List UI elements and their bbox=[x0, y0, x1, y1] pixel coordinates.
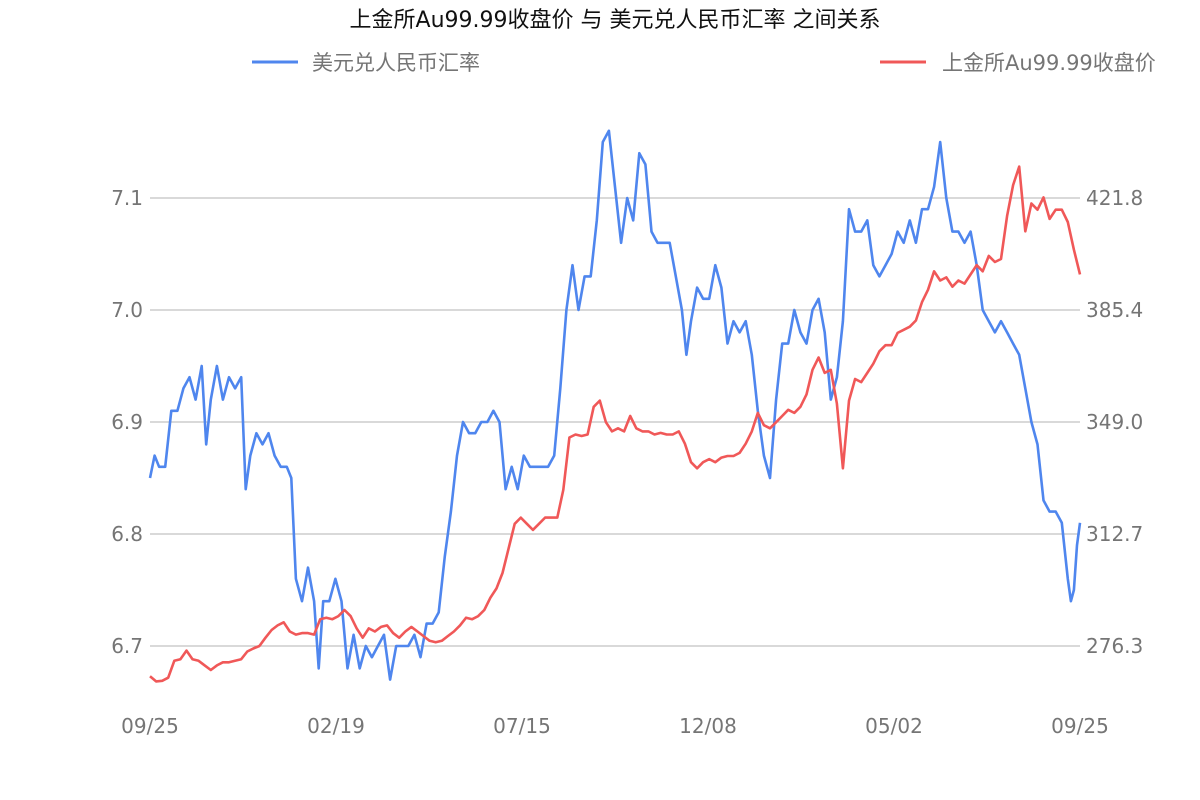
x-tick-label: 12/08 bbox=[679, 714, 737, 738]
legend-label-gold: 上金所Au99.99收盘价 bbox=[942, 51, 1156, 75]
series-layer bbox=[148, 129, 1082, 683]
series-line-usd-cny bbox=[148, 129, 1082, 681]
x-tick-label: 02/19 bbox=[307, 714, 365, 738]
y-left-tick-label: 7.1 bbox=[111, 186, 143, 210]
series-line-gold bbox=[149, 165, 1082, 683]
y-axis-left: 6.7 6.8 6.9 7.0 7.1 bbox=[111, 186, 143, 658]
grid-lines bbox=[150, 197, 1080, 647]
y-right-tick-label: 276.3 bbox=[1086, 634, 1143, 658]
y-left-tick-label: 7.0 bbox=[111, 298, 143, 322]
y-left-tick-label: 6.8 bbox=[111, 522, 143, 546]
y-axis-right: 276.3 312.7 349.0 385.4 421.8 bbox=[1086, 186, 1143, 658]
y-right-tick-label: 421.8 bbox=[1086, 186, 1143, 210]
y-left-tick-label: 6.7 bbox=[111, 634, 143, 658]
y-right-tick-label: 349.0 bbox=[1086, 410, 1143, 434]
y-right-tick-label: 312.7 bbox=[1086, 522, 1143, 546]
x-tick-label: 09/25 bbox=[121, 714, 179, 738]
y-left-tick-label: 6.9 bbox=[111, 410, 143, 434]
legend: 美元兑人民币汇率 上金所Au99.99收盘价 bbox=[252, 51, 1156, 75]
x-tick-label: 07/15 bbox=[493, 714, 551, 738]
y-right-tick-label: 385.4 bbox=[1086, 298, 1143, 322]
x-tick-label: 09/25 bbox=[1051, 714, 1109, 738]
chart-title: 上金所Au99.99收盘价 与 美元兑人民币汇率 之间关系 bbox=[350, 8, 881, 33]
x-axis: 09/25 02/19 07/15 12/08 05/02 09/25 bbox=[121, 714, 1109, 738]
x-tick-label: 05/02 bbox=[865, 714, 923, 738]
legend-label-usd-cny: 美元兑人民币汇率 bbox=[312, 51, 480, 75]
